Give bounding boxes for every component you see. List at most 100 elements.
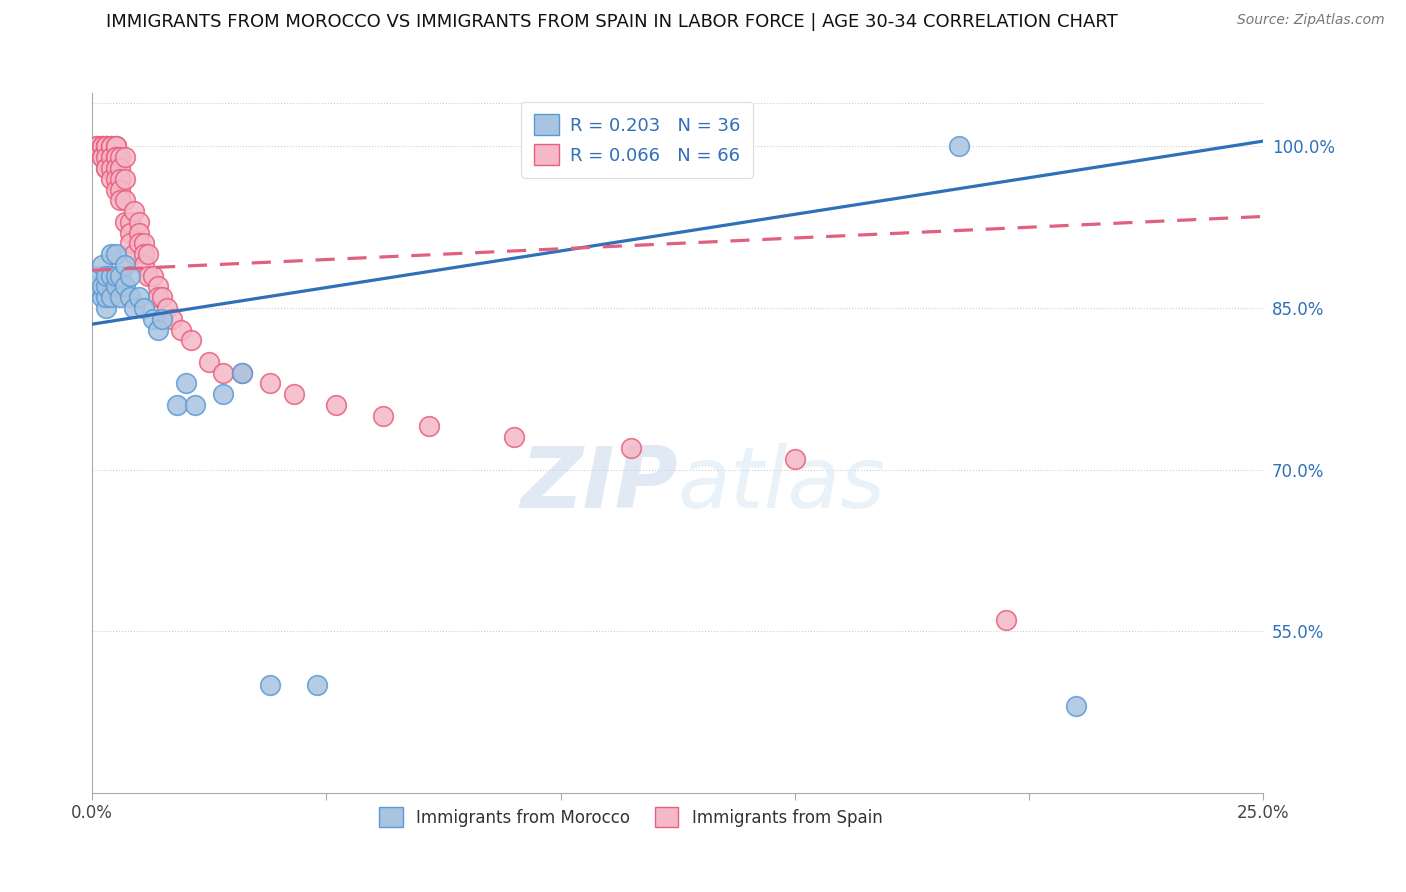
Point <box>124 301 146 315</box>
Point <box>86 268 108 283</box>
Point <box>96 161 118 175</box>
Point <box>132 301 155 315</box>
Point <box>128 236 150 251</box>
Point <box>96 279 118 293</box>
Point <box>90 139 112 153</box>
Point <box>118 268 141 283</box>
Point <box>620 441 643 455</box>
Point <box>128 226 150 240</box>
Point <box>96 150 118 164</box>
Point <box>142 311 165 326</box>
Point <box>198 355 221 369</box>
Point <box>325 398 347 412</box>
Point <box>96 139 118 153</box>
Point <box>114 150 136 164</box>
Point <box>96 301 118 315</box>
Point <box>110 150 132 164</box>
Point <box>100 161 122 175</box>
Point <box>96 139 118 153</box>
Point <box>104 171 127 186</box>
Point <box>110 268 132 283</box>
Point <box>100 139 122 153</box>
Point <box>166 398 188 412</box>
Text: IMMIGRANTS FROM MOROCCO VS IMMIGRANTS FROM SPAIN IN LABOR FORCE | AGE 30-34 CORR: IMMIGRANTS FROM MOROCCO VS IMMIGRANTS FR… <box>105 13 1118 31</box>
Text: ZIP: ZIP <box>520 443 678 526</box>
Point <box>110 290 132 304</box>
Point <box>212 366 235 380</box>
Text: atlas: atlas <box>678 443 886 526</box>
Point <box>138 247 160 261</box>
Point <box>146 290 169 304</box>
Point <box>90 139 112 153</box>
Point <box>146 322 169 336</box>
Point <box>371 409 394 423</box>
Point <box>100 171 122 186</box>
Point <box>180 334 202 348</box>
Point <box>110 171 132 186</box>
Point <box>118 236 141 251</box>
Point <box>90 150 112 164</box>
Point <box>132 247 155 261</box>
Point <box>110 182 132 196</box>
Point <box>90 290 112 304</box>
Point <box>502 430 524 444</box>
Point <box>1064 699 1087 714</box>
Point <box>104 161 127 175</box>
Point <box>160 311 183 326</box>
Legend: Immigrants from Morocco, Immigrants from Spain: Immigrants from Morocco, Immigrants from… <box>373 801 889 833</box>
Point <box>231 366 253 380</box>
Point <box>142 268 165 283</box>
Point <box>104 139 127 153</box>
Point <box>283 387 305 401</box>
Point <box>259 678 281 692</box>
Point <box>104 268 127 283</box>
Point <box>104 150 127 164</box>
Point <box>86 139 108 153</box>
Point <box>184 398 207 412</box>
Point <box>170 322 193 336</box>
Point <box>100 139 122 153</box>
Point <box>86 139 108 153</box>
Point <box>104 182 127 196</box>
Point <box>124 247 146 261</box>
Point <box>104 139 127 153</box>
Point <box>128 215 150 229</box>
Point <box>132 236 155 251</box>
Point <box>110 194 132 208</box>
Point <box>86 279 108 293</box>
Point <box>100 247 122 261</box>
Point <box>96 290 118 304</box>
Point <box>114 194 136 208</box>
Point <box>96 161 118 175</box>
Point <box>146 279 169 293</box>
Point <box>110 161 132 175</box>
Point <box>96 139 118 153</box>
Point <box>152 311 174 326</box>
Point <box>128 290 150 304</box>
Point <box>783 451 806 466</box>
Point <box>156 301 179 315</box>
Point <box>118 215 141 229</box>
Point <box>118 290 141 304</box>
Point <box>212 387 235 401</box>
Point <box>104 247 127 261</box>
Point <box>96 268 118 283</box>
Point <box>132 258 155 272</box>
Point <box>114 258 136 272</box>
Text: Source: ZipAtlas.com: Source: ZipAtlas.com <box>1237 13 1385 28</box>
Point <box>418 419 440 434</box>
Point <box>90 279 112 293</box>
Point <box>259 376 281 391</box>
Point <box>994 613 1017 627</box>
Point <box>124 204 146 219</box>
Point <box>118 226 141 240</box>
Point <box>114 215 136 229</box>
Point <box>152 290 174 304</box>
Point <box>100 150 122 164</box>
Point <box>100 268 122 283</box>
Point <box>90 258 112 272</box>
Point <box>114 279 136 293</box>
Point <box>104 279 127 293</box>
Point <box>948 139 970 153</box>
Point <box>100 290 122 304</box>
